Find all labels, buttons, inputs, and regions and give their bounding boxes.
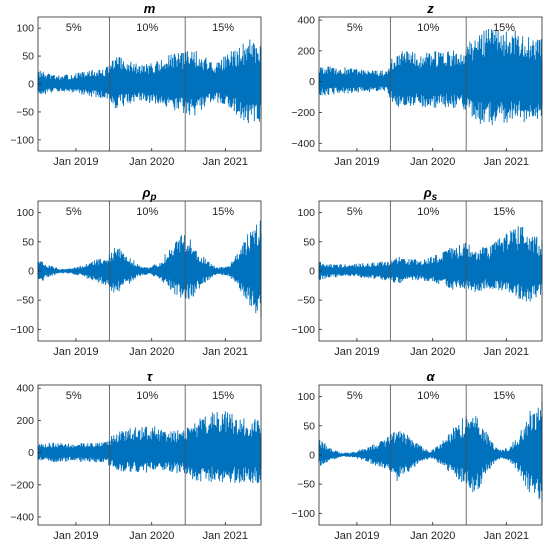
segment-label: 5% xyxy=(347,390,363,402)
y-tick-label: −200 xyxy=(291,107,315,119)
chart-title: ρp xyxy=(142,185,157,203)
y-tick-label: 100 xyxy=(297,391,315,403)
y-tick-label: 200 xyxy=(16,415,34,427)
y-tick-label: 100 xyxy=(16,207,34,219)
x-tick-label: Jan 2019 xyxy=(334,346,379,358)
x-tick-label: Jan 2019 xyxy=(53,156,98,168)
y-tick-label: 400 xyxy=(297,15,315,27)
y-tick-label: 400 xyxy=(16,383,34,395)
y-tick-label: 0 xyxy=(309,266,315,278)
y-tick-label: 0 xyxy=(309,450,315,462)
segment-label: 10% xyxy=(136,206,158,218)
y-tick-label: −400 xyxy=(291,138,315,150)
chart-panel: 5% 10% 15% −100 −50 0 50 100 Jan 2019 Jan 2020 Jan… xyxy=(10,1,262,168)
x-tick-label: Jan 2021 xyxy=(484,346,529,358)
axes-frame xyxy=(318,16,543,152)
segment-label: 15% xyxy=(493,22,515,34)
x-tick-label: Jan 2021 xyxy=(203,346,248,358)
chart-panel: 5% 10% 15% −100 −50 0 50 100 Jan 2019 Jan 2020 Jan… xyxy=(291,185,543,358)
segment-label: 5% xyxy=(66,390,82,402)
x-tick-label: Jan 2020 xyxy=(410,156,455,168)
segment-label: 15% xyxy=(212,22,234,34)
chart-panel: 5% 10% 15% −100 −50 0 50 100 Jan 2019 Jan 2020 Jan… xyxy=(10,185,262,358)
y-tick-label: 200 xyxy=(297,45,315,57)
x-tick-label: Jan 2021 xyxy=(203,530,248,542)
y-tick-label: 0 xyxy=(28,79,34,91)
x-tick-label: Jan 2020 xyxy=(129,346,174,358)
segment-label: 10% xyxy=(417,206,439,218)
y-tick-label: 50 xyxy=(22,236,34,248)
segment-label: 15% xyxy=(493,206,515,218)
x-tick-label: Jan 2021 xyxy=(484,530,529,542)
chart-title: α xyxy=(426,369,435,384)
segment-label: 5% xyxy=(347,22,363,34)
segment-label: 5% xyxy=(66,206,82,218)
y-tick-label: 50 xyxy=(303,236,315,248)
segment-label: 10% xyxy=(417,390,439,402)
chart-panel: 5% 10% 15% −400 −200 0 200 400 Jan 2019 Jan 2020 J… xyxy=(291,1,543,168)
x-tick-label: Jan 2019 xyxy=(334,156,379,168)
data-band xyxy=(38,433,261,468)
segment-label: 10% xyxy=(136,390,158,402)
y-tick-label: −100 xyxy=(10,324,34,336)
chart-title: ρs xyxy=(423,185,438,203)
data-band xyxy=(319,56,542,102)
y-tick-label: −100 xyxy=(291,324,315,336)
y-tick-label: −50 xyxy=(16,106,34,118)
chart-panel: 5% 10% 15% −400 −200 0 200 400 Jan 2019 Jan 2020 J… xyxy=(10,369,262,542)
segment-label: 15% xyxy=(212,390,234,402)
chart-title: τ xyxy=(147,369,153,384)
y-tick-label: 100 xyxy=(16,23,34,35)
y-tick-label: 50 xyxy=(22,51,34,63)
chart-title: z xyxy=(426,1,434,16)
y-tick-label: 0 xyxy=(28,447,34,459)
segment-label: 5% xyxy=(66,22,82,34)
segment-label: 10% xyxy=(417,22,439,34)
y-tick-label: 50 xyxy=(303,420,315,432)
y-tick-label: −50 xyxy=(297,479,315,491)
x-tick-label: Jan 2020 xyxy=(129,156,174,168)
segment-label: 5% xyxy=(347,206,363,218)
segment-label: 15% xyxy=(493,390,515,402)
x-tick-label: Jan 2019 xyxy=(53,530,98,542)
x-tick-label: Jan 2021 xyxy=(484,156,529,168)
chart-title: m xyxy=(144,1,156,16)
y-tick-label: 0 xyxy=(28,266,34,278)
y-tick-label: −50 xyxy=(297,295,315,307)
data-band xyxy=(319,250,542,286)
x-tick-label: Jan 2021 xyxy=(203,156,248,168)
y-tick-label: −100 xyxy=(291,508,315,520)
data-band xyxy=(319,428,542,480)
axes-frame xyxy=(37,384,262,526)
y-tick-label: −400 xyxy=(10,511,34,523)
y-tick-label: −200 xyxy=(10,479,34,491)
x-tick-label: Jan 2019 xyxy=(334,530,379,542)
y-tick-label: −50 xyxy=(16,295,34,307)
data-band xyxy=(38,247,261,294)
y-tick-label: 0 xyxy=(309,76,315,88)
y-tick-label: 100 xyxy=(297,207,315,219)
data-band xyxy=(38,62,261,104)
x-tick-label: Jan 2020 xyxy=(410,346,455,358)
x-tick-label: Jan 2020 xyxy=(129,530,174,542)
segment-label: 15% xyxy=(212,206,234,218)
chart-panel: 5% 10% 15% −100 −50 0 50 100 Jan 2019 Jan 2020 Jan… xyxy=(291,369,543,542)
segment-label: 10% xyxy=(136,22,158,34)
x-tick-label: Jan 2020 xyxy=(410,530,455,542)
x-tick-label: Jan 2019 xyxy=(53,346,98,358)
y-tick-label: −100 xyxy=(10,134,34,146)
